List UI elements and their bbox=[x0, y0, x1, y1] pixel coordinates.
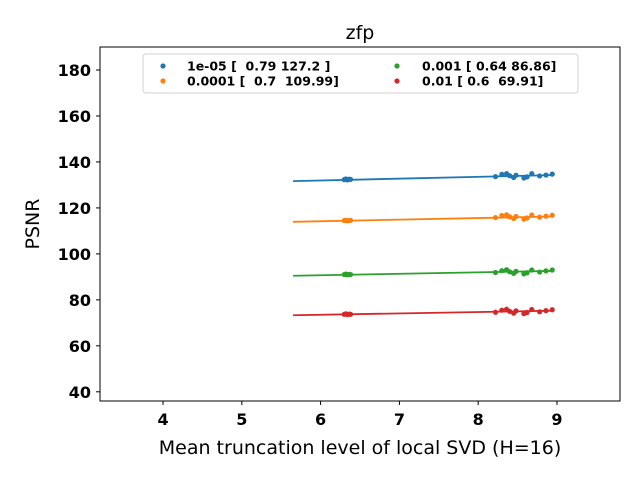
data-point-2-14 bbox=[537, 269, 543, 275]
data-point-0-12 bbox=[524, 174, 530, 180]
x-tick-label-3: 7 bbox=[394, 410, 405, 429]
x-tick-label-1: 5 bbox=[236, 410, 247, 429]
y-tick-label-3: 100 bbox=[58, 245, 91, 264]
x-tick-label-5: 9 bbox=[551, 410, 562, 429]
data-point-0-14 bbox=[537, 173, 543, 179]
data-point-3-14 bbox=[537, 309, 543, 315]
data-point-2-5 bbox=[492, 269, 499, 276]
data-point-3-10 bbox=[513, 308, 519, 314]
data-point-0-5 bbox=[492, 174, 499, 180]
data-point-1-12 bbox=[524, 215, 530, 221]
legend-marker-1 bbox=[160, 78, 166, 84]
y-tick-label-0: 40 bbox=[69, 383, 91, 402]
data-point-2-4 bbox=[347, 271, 354, 278]
data-point-0-13 bbox=[529, 171, 535, 177]
data-point-0-16 bbox=[549, 171, 555, 177]
data-point-1-16 bbox=[549, 212, 555, 218]
y-tick-label-6: 160 bbox=[58, 107, 91, 126]
data-point-2-13 bbox=[529, 267, 535, 273]
data-point-3-13 bbox=[529, 306, 535, 313]
data-point-1-6 bbox=[499, 212, 505, 219]
x-tick-label-0: 4 bbox=[157, 410, 168, 429]
data-point-0-4 bbox=[347, 176, 354, 183]
plot-frame bbox=[99, 46, 621, 402]
data-point-1-10 bbox=[513, 213, 519, 220]
data-point-0-6 bbox=[499, 171, 505, 177]
data-point-2-6 bbox=[499, 268, 505, 274]
x-tick-label-4: 8 bbox=[473, 410, 484, 429]
y-axis: 40 60 80 100 120 140 160 180 bbox=[58, 61, 100, 402]
data-point-2-16 bbox=[549, 267, 555, 273]
chart-title: zfp bbox=[346, 22, 375, 44]
y-tick-label-2: 80 bbox=[69, 291, 91, 310]
x-axis-label: Mean truncation level of local SVD (H=16… bbox=[159, 437, 562, 459]
x-tick-label-2: 6 bbox=[315, 410, 326, 429]
y-tick-label-5: 140 bbox=[58, 153, 91, 172]
data-point-1-15 bbox=[543, 213, 549, 219]
data-point-3-8 bbox=[507, 308, 513, 314]
legend-marker-0 bbox=[160, 63, 166, 69]
y-tick-label-7: 180 bbox=[58, 61, 91, 80]
legend-marker-2 bbox=[394, 63, 400, 69]
data-point-0-10 bbox=[513, 172, 519, 178]
data-point-1-4 bbox=[347, 217, 354, 223]
data-point-2-8 bbox=[507, 269, 513, 275]
data-point-3-4 bbox=[347, 311, 354, 317]
data-point-2-15 bbox=[543, 268, 549, 274]
data-point-1-14 bbox=[537, 214, 543, 220]
y-tick-label-4: 120 bbox=[58, 199, 91, 218]
legend: 1e-05 [ 0.79 127.2 ]0.0001 [ 0.7 109.99]… bbox=[142, 53, 579, 94]
data-point-1-8 bbox=[507, 214, 513, 220]
legend-marker-3 bbox=[394, 78, 400, 84]
data-point-2-10 bbox=[513, 268, 519, 274]
y-axis-label: PSNR bbox=[22, 199, 44, 250]
legend-frame bbox=[142, 53, 579, 94]
data-point-3-5 bbox=[492, 309, 499, 315]
y-tick-label-1: 60 bbox=[69, 337, 91, 356]
legend-label-0: 1e-05 [ 0.79 127.2 ] bbox=[187, 59, 330, 74]
data-point-3-12 bbox=[524, 309, 530, 316]
plot-area bbox=[293, 171, 555, 318]
data-point-3-15 bbox=[543, 308, 549, 314]
data-point-0-8 bbox=[507, 173, 513, 179]
data-point-0-15 bbox=[543, 172, 549, 178]
data-point-3-16 bbox=[549, 307, 555, 313]
data-point-2-12 bbox=[524, 270, 530, 276]
data-point-1-13 bbox=[529, 212, 535, 218]
data-point-3-6 bbox=[499, 307, 505, 313]
data-point-1-5 bbox=[492, 214, 499, 221]
legend-label-3: 0.01 [ 0.6 69.91] bbox=[422, 74, 543, 89]
x-axis: 4 5 6 7 8 9 bbox=[157, 401, 563, 429]
legend-label-2: 0.001 [ 0.64 86.86] bbox=[422, 59, 556, 74]
legend-label-1: 0.0001 [ 0.7 109.99] bbox=[187, 74, 339, 89]
